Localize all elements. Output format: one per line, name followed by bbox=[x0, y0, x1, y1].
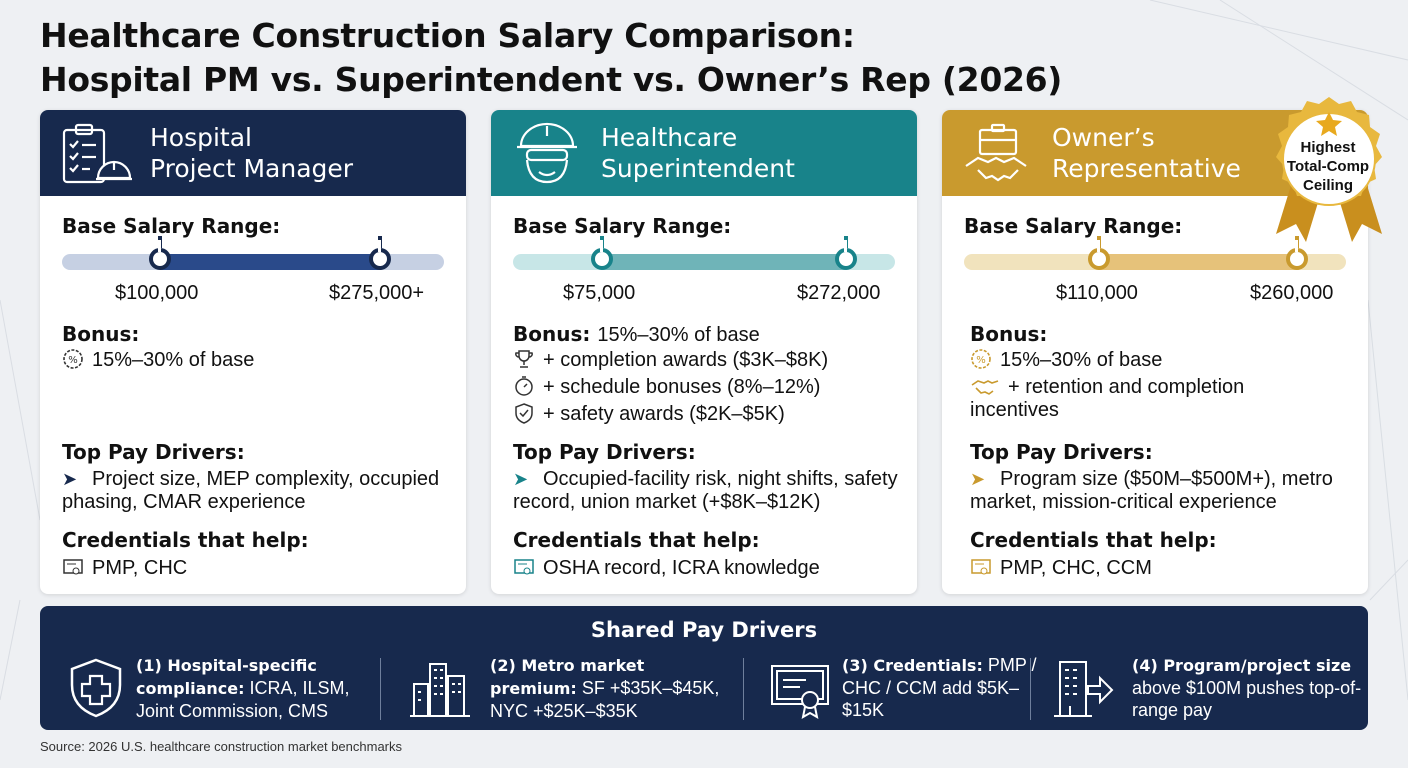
salary-max-label: $260,000 bbox=[1250, 282, 1334, 304]
shared-item-1: (1) Hospital-specific compliance: ICRA, … bbox=[136, 656, 350, 721]
city-buildings-icon bbox=[410, 663, 470, 717]
range-min-handle bbox=[591, 240, 613, 270]
bonus-item: + schedule bonuses (8%–12%) bbox=[513, 375, 820, 399]
card-header: Healthcare Superintendent bbox=[491, 110, 917, 196]
handshake-icon bbox=[971, 380, 999, 395]
page-title: Healthcare Construction Salary Compariso… bbox=[40, 14, 1140, 102]
badge-label: Highest Total-Comp Ceiling bbox=[1286, 139, 1370, 194]
stopwatch-icon bbox=[515, 376, 533, 396]
credentials-label: Credentials that help: bbox=[62, 528, 309, 552]
card-hospital-pm: Hospital Project Manager Base Salary Ran… bbox=[40, 110, 466, 594]
worker-hardhat-icon bbox=[517, 122, 577, 184]
arrow-icon: ➤ bbox=[513, 469, 529, 489]
salary-max-label: $272,000 bbox=[797, 282, 881, 304]
bonus-base-text: 15%–30% of base bbox=[597, 324, 760, 346]
certificate-icon bbox=[971, 559, 991, 575]
range-max-handle bbox=[1286, 240, 1308, 270]
arrow-icon: ➤ bbox=[970, 469, 986, 489]
base-salary-label: Base Salary Range: bbox=[62, 214, 281, 238]
bonus-item: + completion awards ($3K–$8K) bbox=[513, 348, 828, 372]
bonus-item: % 15%–30% of base bbox=[62, 348, 254, 372]
credentials-item: PMP, CHC bbox=[62, 556, 187, 580]
credentials-label: Credentials that help: bbox=[513, 528, 760, 552]
base-salary-label: Base Salary Range: bbox=[513, 214, 732, 238]
range-min-handle bbox=[1088, 240, 1110, 270]
trophy-icon bbox=[515, 350, 533, 368]
credentials-label: Credentials that help: bbox=[970, 528, 1217, 552]
certificate-icon bbox=[514, 559, 534, 575]
bonus-item: + safety awards ($2K–$5K) bbox=[513, 402, 785, 426]
range-max-handle bbox=[835, 240, 857, 270]
title-line-2: Hospital PM vs. Superintendent vs. Owner… bbox=[40, 60, 1063, 99]
top-pay-drivers-label: Top Pay Drivers: bbox=[62, 440, 245, 464]
card-title: Hospital Project Manager bbox=[150, 123, 354, 183]
source-note: Source: 2026 U.S. healthcare constructio… bbox=[40, 739, 403, 754]
card-title: Healthcare Superintendent bbox=[601, 123, 795, 183]
range-min-handle bbox=[149, 240, 171, 270]
shared-pay-drivers-panel: Shared Pay Drivers (1) Hospital-specific… bbox=[40, 606, 1368, 730]
arrow-icon: ➤ bbox=[62, 469, 78, 489]
briefcase-handshake-icon bbox=[965, 123, 1027, 182]
shared-item-4: (4) Program/project size above $100M pus… bbox=[1132, 656, 1362, 720]
certificate-icon bbox=[771, 665, 829, 719]
salary-min-label: $100,000 bbox=[115, 282, 199, 304]
card-header: Hospital Project Manager bbox=[40, 110, 466, 196]
drivers-text: ➤ Program size ($50M–$500M+), metro marke… bbox=[970, 468, 1333, 513]
credentials-item: OSHA record, ICRA knowledge bbox=[513, 556, 820, 580]
top-pay-drivers-label: Top Pay Drivers: bbox=[970, 440, 1153, 464]
salary-min-label: $75,000 bbox=[563, 282, 636, 304]
salary-range-bar bbox=[964, 236, 1346, 272]
shield-check-icon bbox=[515, 403, 533, 424]
title-line-1: Healthcare Construction Salary Compariso… bbox=[40, 16, 855, 55]
drivers-text: ➤ Occupied-facility risk, night shifts, s… bbox=[513, 468, 898, 513]
bonus-label: Bonus: bbox=[62, 322, 140, 346]
top-pay-drivers-label: Top Pay Drivers: bbox=[513, 440, 696, 464]
bonus-label: Bonus: bbox=[970, 322, 1048, 346]
drivers-text: ➤ Project size, MEP complexity, occupied … bbox=[62, 468, 440, 513]
base-salary-label: Base Salary Range: bbox=[964, 214, 1183, 238]
svg-text:%: % bbox=[68, 355, 78, 366]
award-ribbon-badge-icon bbox=[1276, 97, 1382, 242]
card-title: Owner’s Representative bbox=[1052, 123, 1241, 183]
credentials-item: PMP, CHC, CCM bbox=[970, 556, 1152, 580]
certificate-icon bbox=[63, 559, 83, 575]
salary-range-bar bbox=[62, 236, 444, 272]
shared-title: Shared Pay Drivers bbox=[590, 618, 818, 642]
shared-item-2: (2) Metro market premium: SF +$35K–$45K,… bbox=[490, 656, 720, 721]
bonus-label: Bonus: 15%–30% of base bbox=[513, 322, 760, 346]
shared-item-3: (3) Credentials: PMP / CHC / CCM add $5K… bbox=[842, 655, 1037, 720]
shield-cross-icon bbox=[70, 658, 122, 718]
bonus-item: % 15%–30% of base bbox=[970, 348, 1162, 372]
percent-badge-icon: % bbox=[971, 349, 991, 369]
salary-min-label: $110,000 bbox=[1056, 282, 1138, 304]
card-superintendent: Healthcare Superintendent Base Salary Ra… bbox=[491, 110, 917, 594]
svg-text:%: % bbox=[976, 355, 986, 366]
clipboard-hardhat-icon bbox=[62, 123, 132, 184]
salary-range-bar bbox=[513, 236, 895, 272]
salary-max-label: $275,000+ bbox=[329, 282, 425, 304]
range-max-handle bbox=[369, 240, 391, 270]
percent-badge-icon: % bbox=[63, 349, 83, 369]
bonus-item: + retention and completion incentives bbox=[970, 376, 1245, 421]
building-arrow-icon bbox=[1054, 661, 1114, 717]
